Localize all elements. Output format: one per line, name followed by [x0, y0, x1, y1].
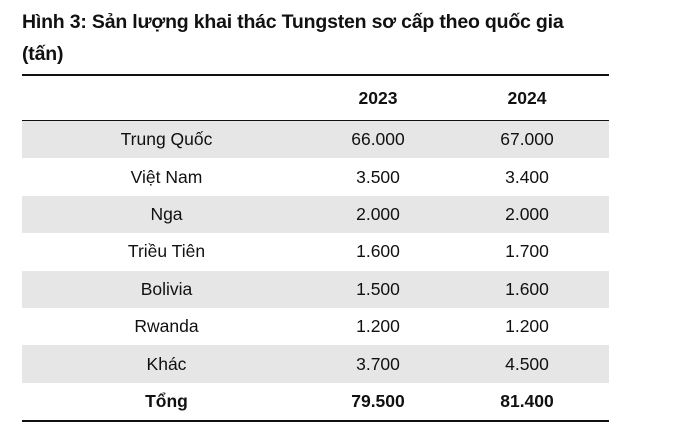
country-cell: Việt Nam [130, 166, 203, 187]
table-header-row: 2023 2024 [22, 75, 609, 121]
table-row: Rwanda 1.200 1.200 [22, 308, 609, 345]
total-row: Tổng 79.500 81.400 [22, 382, 609, 423]
figure-title: Hình 3: Sản lượng khai thác Tungsten sơ … [22, 6, 672, 70]
value-2024-cell: 67.000 [445, 120, 609, 159]
country-cell: Nga [22, 195, 311, 234]
value-2024-cell: 2.000 [445, 195, 609, 234]
value-2024-cell: 3.400 [505, 166, 549, 187]
value-2023-cell: 1.500 [311, 270, 445, 308]
table-row: Việt Nam 3.500 3.400 [22, 158, 609, 195]
value-2024-cell: 1.600 [445, 270, 609, 308]
table-row: Triều Tiên 1.600 1.700 [22, 233, 609, 270]
total-label-cell: Tổng [22, 382, 311, 423]
value-2023-cell: 1.200 [356, 316, 400, 337]
column-header-2024: 2024 [507, 87, 547, 108]
table-row: Khác 3.700 4.500 [22, 345, 609, 383]
production-table: 2023 2024 Trung Quốc 66.000 67.000 Việt … [22, 74, 609, 423]
value-2024-cell: 1.200 [505, 316, 549, 337]
figure-title-unit: (tấn) [22, 43, 64, 65]
column-header-country [22, 75, 311, 121]
country-cell: Bolivia [22, 270, 311, 308]
country-cell: Triều Tiên [127, 241, 206, 262]
value-2023-cell: 2.000 [311, 195, 445, 234]
table-row: Trung Quốc 66.000 67.000 [22, 120, 609, 159]
value-2024-cell: 4.500 [445, 345, 609, 383]
value-2023-cell: 66.000 [311, 120, 445, 159]
production-table-container: 2023 2024 Trung Quốc 66.000 67.000 Việt … [22, 74, 609, 423]
total-2024-cell: 81.400 [445, 382, 609, 423]
total-2023-cell: 79.500 [311, 382, 445, 423]
value-2023-cell: 1.600 [356, 241, 400, 262]
country-cell: Khác [22, 345, 311, 383]
country-cell: Rwanda [134, 316, 199, 337]
value-2023-cell: 3.700 [311, 345, 445, 383]
column-header-2023: 2023 [358, 87, 398, 108]
value-2023-cell: 3.500 [356, 166, 400, 187]
table-row: Bolivia 1.500 1.600 [22, 270, 609, 308]
country-cell: Trung Quốc [22, 120, 311, 159]
figure-title-line: Hình 3: Sản lượng khai thác Tungsten sơ … [22, 11, 564, 33]
value-2024-cell: 1.700 [505, 241, 549, 262]
table-row: Nga 2.000 2.000 [22, 195, 609, 234]
